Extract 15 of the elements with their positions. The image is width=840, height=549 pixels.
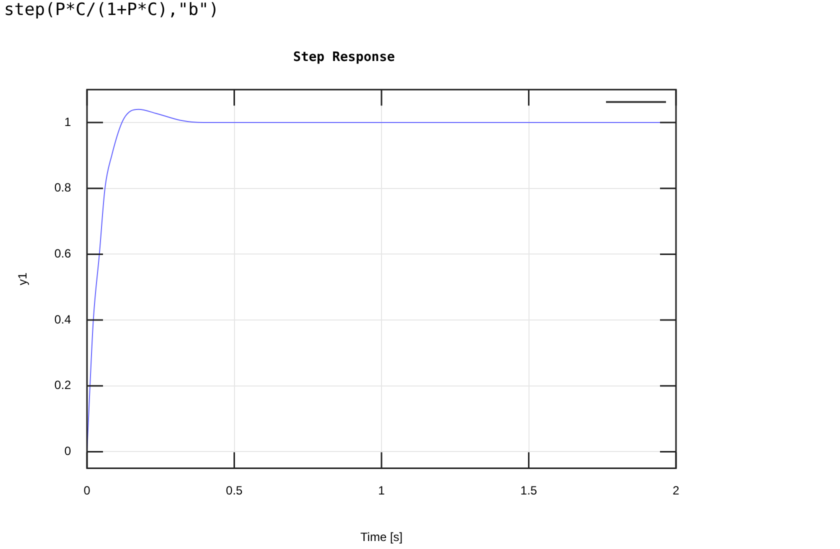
x-tick-label: 2 (672, 484, 680, 498)
x-tick-label: 1 (378, 484, 386, 498)
text: step(P*C/(1+P*C),"b") (4, 0, 219, 20)
y-tick-label: 0 (64, 444, 72, 458)
y-tick-label: 1 (64, 114, 72, 129)
y-tick-label: 0.2 (54, 378, 72, 392)
y-tick-label: 0.4 (54, 312, 72, 326)
x-tick-label: 0.5 (226, 484, 243, 498)
x-tick-label: 0 (84, 484, 91, 498)
chart-title: Step Response (293, 50, 396, 66)
y-axis-title: y1 (16, 272, 30, 286)
y-tick-label: 0.8 (54, 180, 72, 195)
x-axis-title: Time [s] (360, 530, 403, 544)
y-tick-label: 0.6 (54, 246, 72, 261)
x-tick-label: 1.5 (520, 484, 538, 498)
